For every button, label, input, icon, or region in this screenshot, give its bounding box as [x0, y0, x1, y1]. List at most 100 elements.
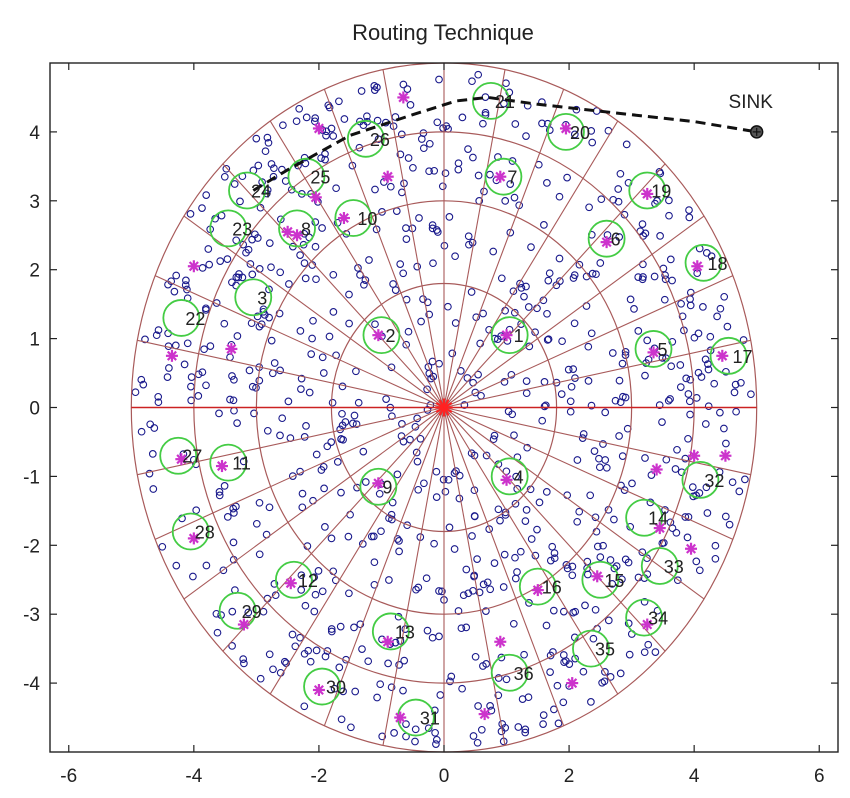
sensor-node — [446, 677, 454, 686]
sensor-node — [223, 513, 232, 521]
sensor-node — [539, 720, 547, 728]
sensor-node — [658, 354, 667, 362]
sensor-node — [312, 646, 321, 655]
sensor-node — [216, 257, 225, 265]
cluster-label-1: 1 — [514, 326, 524, 346]
cluster-label-25: 25 — [310, 168, 330, 188]
sector-line — [443, 89, 565, 408]
sensor-node — [634, 273, 643, 281]
sensor-node — [465, 240, 473, 249]
sensor-node — [246, 260, 255, 268]
sensor-node — [695, 489, 704, 497]
sensor-node — [436, 691, 445, 699]
sensor-node — [523, 443, 532, 452]
sensor-node — [350, 623, 358, 632]
sensor-node — [614, 185, 623, 193]
sensor-node — [229, 504, 238, 513]
sensor-node — [172, 561, 181, 570]
sensor-node — [252, 134, 261, 143]
cluster-ring-14 — [625, 498, 664, 537]
sensor-node — [584, 377, 593, 385]
cluster-label-6: 6 — [611, 230, 621, 250]
sensor-node — [596, 553, 605, 561]
sensor-node — [321, 652, 330, 661]
sensor-node — [270, 164, 278, 173]
sensor-node — [264, 138, 273, 147]
sensor-node — [251, 230, 259, 239]
sensor-node — [621, 351, 630, 359]
sensor-node — [212, 299, 221, 307]
sensor-node — [280, 657, 289, 666]
sensor-node — [651, 648, 660, 656]
sensor-node — [229, 538, 238, 547]
sensor-node — [451, 319, 460, 327]
sensor-node — [432, 493, 441, 501]
sensor-node — [373, 116, 382, 125]
sensor-node — [397, 130, 406, 139]
sensor-node — [267, 263, 275, 272]
sector-line — [443, 406, 751, 476]
sensor-node — [328, 398, 337, 407]
cluster-ring-13 — [371, 612, 410, 651]
sensor-node — [615, 432, 623, 440]
cluster-ring-1 — [490, 316, 529, 355]
sensor-node — [554, 719, 563, 728]
sector-line — [443, 407, 506, 746]
sensor-node — [681, 454, 690, 463]
sensor-node — [630, 305, 638, 313]
sensor-node — [692, 394, 701, 402]
sensor-node — [684, 390, 693, 398]
sensor-node — [741, 475, 749, 484]
cluster-ring-12 — [275, 560, 313, 599]
cluster-label-9: 9 — [382, 478, 392, 498]
marker-stroke — [398, 92, 409, 103]
sensor-node — [517, 284, 526, 292]
sensor-node — [682, 374, 691, 383]
sensor-node — [454, 165, 463, 174]
sensor-node — [387, 683, 396, 692]
marker-stroke — [686, 543, 697, 554]
sensor-node — [318, 587, 327, 596]
sensor-node — [711, 541, 720, 550]
sensor-node — [359, 447, 368, 456]
sensor-node — [402, 720, 410, 728]
sensor-node — [608, 349, 617, 357]
sensor-node — [428, 221, 437, 229]
sensor-node — [591, 605, 600, 614]
sensor-node — [300, 433, 309, 441]
sensor-node — [335, 97, 343, 106]
sensor-node — [347, 723, 355, 732]
cluster-label-4: 4 — [514, 467, 524, 487]
sensor-node — [520, 292, 528, 301]
sensor-node — [639, 260, 647, 269]
sensor-node — [703, 509, 712, 517]
cluster-head-marker — [566, 677, 579, 690]
sensor-node — [374, 135, 383, 144]
sensor-node — [370, 86, 379, 94]
sensor-node — [565, 660, 574, 668]
sensor-node — [464, 589, 473, 598]
sensor-node — [686, 295, 694, 303]
cluster-ring-2 — [362, 316, 401, 355]
sensor-node — [595, 454, 603, 463]
sensor-node — [692, 557, 701, 566]
sensor-node — [597, 195, 606, 204]
sensor-node — [685, 397, 694, 406]
cluster-label-23: 23 — [232, 219, 252, 239]
sensor-node — [319, 462, 328, 471]
sensor-node — [720, 292, 729, 301]
sensor-node — [322, 131, 330, 140]
sensor-node — [474, 370, 482, 379]
sensor-node — [602, 463, 611, 472]
sensor-node — [403, 85, 412, 93]
sensor-node — [244, 245, 253, 254]
sensor-node — [428, 224, 437, 233]
sensor-node — [701, 420, 710, 428]
sensor-node — [396, 637, 405, 645]
sensor-node — [566, 407, 575, 416]
sensor-node — [707, 252, 716, 261]
sensor-node — [386, 182, 395, 191]
sector-line — [382, 69, 445, 408]
sensor-node — [385, 576, 393, 584]
marker-stroke — [176, 454, 187, 465]
